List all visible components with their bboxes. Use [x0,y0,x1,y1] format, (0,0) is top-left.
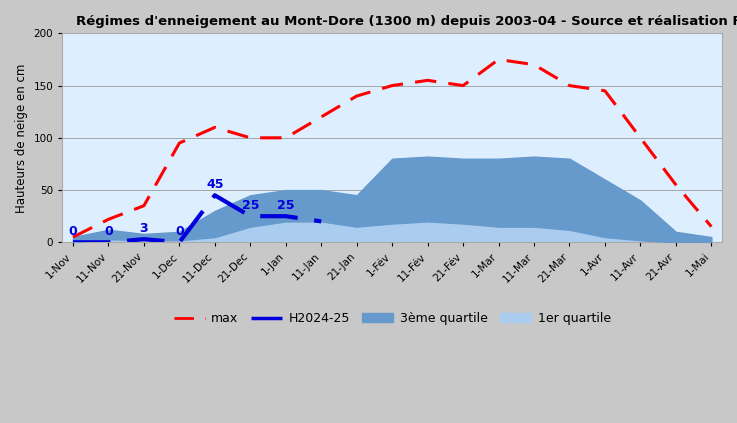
Text: 0: 0 [175,225,184,238]
Text: 0: 0 [69,225,77,238]
Y-axis label: Hauteurs de neige en cm: Hauteurs de neige en cm [15,63,28,212]
Text: 45: 45 [206,178,223,191]
Text: 3: 3 [139,222,148,235]
Text: 25: 25 [242,199,259,212]
Legend: max, H2024-25, 3ème quartile, 1er quartile: max, H2024-25, 3ème quartile, 1er quarti… [169,307,615,330]
Text: 0: 0 [104,225,113,238]
Text: 25: 25 [277,199,295,212]
Text: Régimes d'enneigement au Mont-Dore (1300 m) depuis 2003-04 - Source et réalisati: Régimes d'enneigement au Mont-Dore (1300… [75,15,737,28]
